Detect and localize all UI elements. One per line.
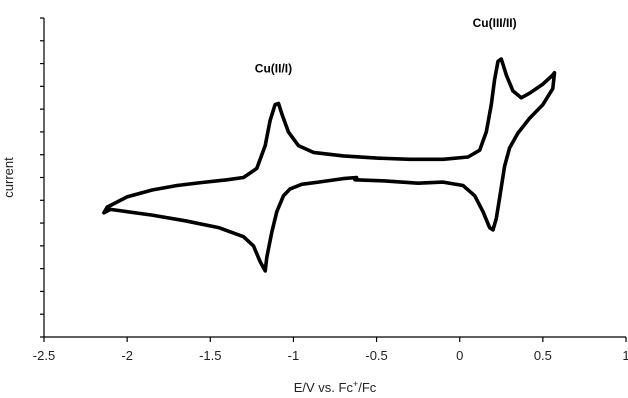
peak-annotations: Cu(II/I) Cu(III/II): [255, 16, 517, 76]
y-axis-ticks: [40, 17, 44, 338]
y-axis-title: current: [1, 157, 16, 198]
x-tick-label: -1: [288, 348, 300, 363]
x-tick-label: -0.5: [365, 348, 387, 363]
x-tick-label: -1.5: [199, 348, 221, 363]
cv-series-line: [102, 57, 557, 273]
x-tick-label: 0.5: [534, 348, 552, 363]
x-tick-label: -2.5: [33, 348, 55, 363]
x-axis-ticks: [43, 337, 627, 342]
x-tick-label: 1: [622, 348, 628, 363]
peak-label: Cu(II/I): [255, 62, 292, 76]
x-tick-label: -2: [121, 348, 133, 363]
x-axis-tick-labels: -2.5 -2 -1.5 -1 -0.5 0 0.5 1: [33, 348, 628, 363]
peak-label: Cu(III/II): [473, 16, 517, 30]
x-tick-label: 0: [456, 348, 463, 363]
x-axis-title: E/V vs. Fc+/Fc: [294, 379, 377, 395]
